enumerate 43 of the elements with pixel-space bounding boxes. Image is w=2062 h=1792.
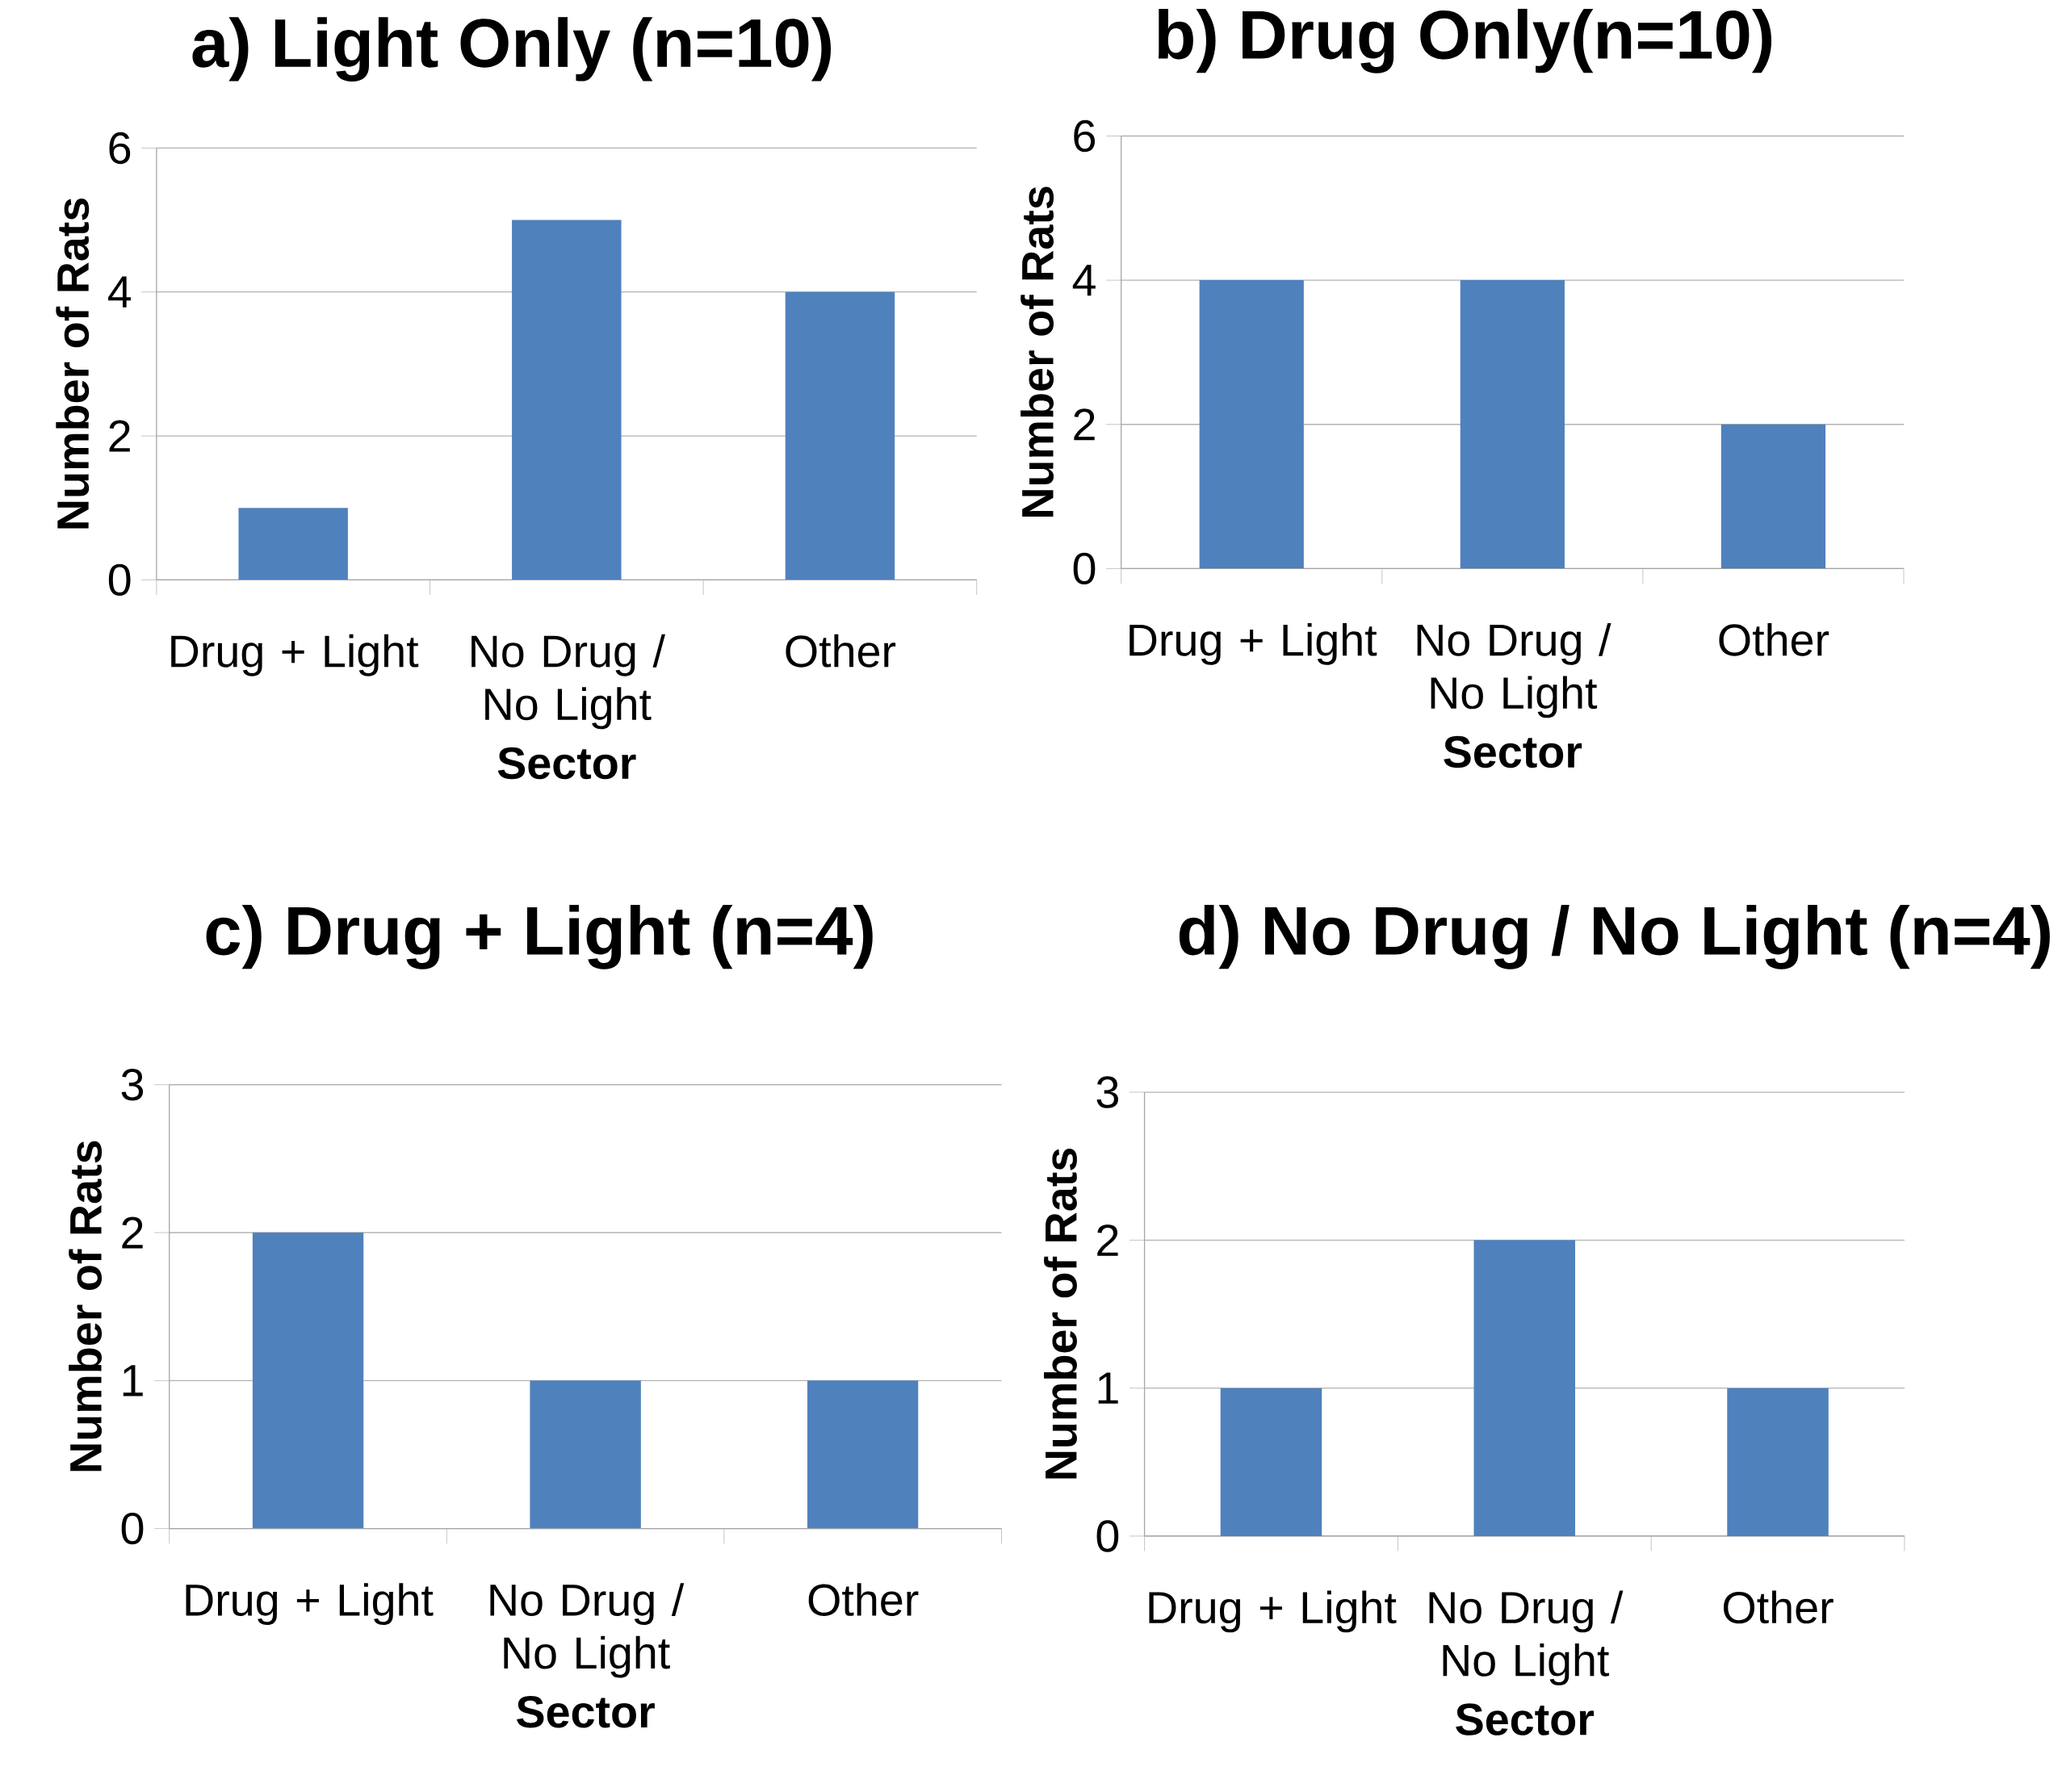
- y-tick-label: 3: [1096, 1076, 1118, 1108]
- y-tick-label: 4: [1072, 265, 1096, 296]
- chart-title: c) Drug + Light (n=4): [206, 905, 873, 969]
- x-tick-label: Drug + Light: [171, 634, 419, 676]
- bar: [785, 291, 895, 580]
- x-tick-label: No Drug / No Light: [490, 1583, 685, 1678]
- x-tick-label: Other: [808, 1583, 919, 1617]
- x-axis-title: Sector: [517, 1696, 655, 1728]
- y-tick-label: 0: [1073, 552, 1096, 585]
- bar: [512, 220, 622, 580]
- x-tick-label: Drug + Light: [186, 1583, 434, 1626]
- x-axis-title: Sector: [1444, 735, 1582, 768]
- x-tick-label: Other: [1719, 622, 1829, 656]
- y-tick-label: 6: [109, 132, 131, 165]
- y-tick-label: 2: [122, 1216, 143, 1249]
- x-tick-label: No Drug / No Light: [471, 634, 665, 730]
- y-axis-title: Number of Rats: [56, 199, 90, 529]
- x-tick-label: No Drug / No Light: [1417, 622, 1611, 718]
- y-tick-label: 0: [1096, 1520, 1119, 1552]
- x-tick-label: Drug + Light: [1149, 1590, 1397, 1633]
- y-tick-label: 3: [121, 1069, 144, 1101]
- y-tick-label: 1: [123, 1365, 143, 1396]
- y-tick-label: 2: [1097, 1224, 1118, 1256]
- x-tick-label: Drug + Light: [1129, 622, 1377, 665]
- y-tick-label: 6: [1074, 119, 1096, 153]
- y-tick-label: 0: [121, 1512, 144, 1545]
- x-tick-label: Other: [1724, 1590, 1834, 1624]
- x-axis-title: Sector: [1456, 1703, 1595, 1735]
- x-axis-title: Sector: [497, 747, 636, 780]
- y-tick-label: 1: [1098, 1372, 1118, 1404]
- y-tick-label: 4: [107, 276, 132, 308]
- bar: [238, 508, 348, 580]
- y-axis-title: Number of Rats: [1044, 1149, 1077, 1479]
- y-axis-title: Number of Rats: [1021, 186, 1054, 517]
- x-tick-label: No Drug / No Light: [1429, 1590, 1624, 1685]
- y-tick-label: 0: [108, 563, 131, 597]
- chart-title: d) No Drug / No Light (n=4): [1179, 905, 2050, 969]
- chart-title: b) Drug Only(n=10): [1158, 9, 1772, 73]
- y-tick-label: 2: [109, 420, 130, 452]
- chart-title: a) Light Only (n=10): [192, 17, 832, 82]
- y-tick-label: 2: [1074, 408, 1095, 441]
- x-tick-label: Other: [786, 634, 896, 668]
- y-axis-title: Number of Rats: [69, 1141, 103, 1472]
